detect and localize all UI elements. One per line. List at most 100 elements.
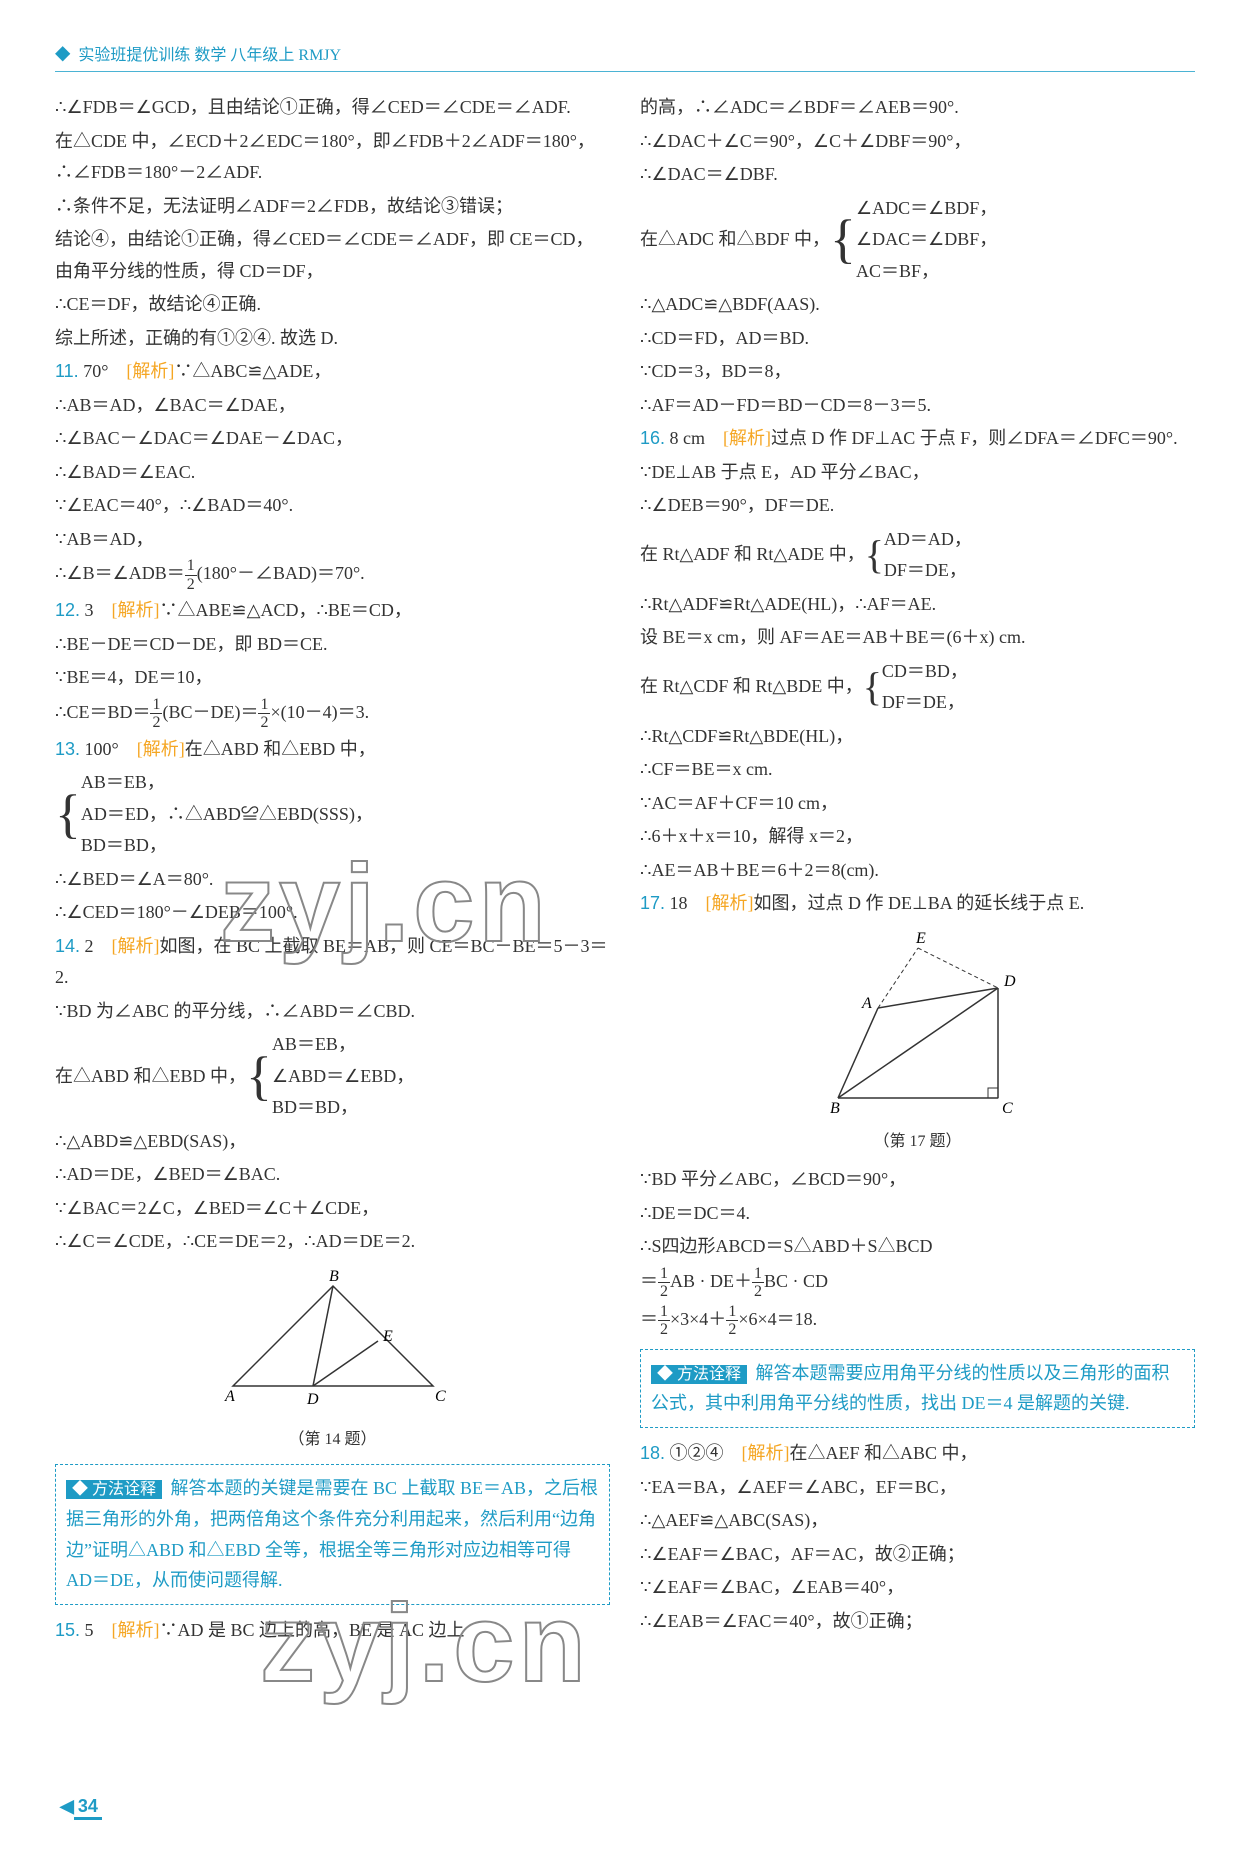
svg-text:B: B [329, 1268, 339, 1285]
book-icon: ◆ [55, 40, 70, 65]
question-number: 16. [640, 428, 665, 448]
text-line: ∴∠EAF＝∠BAC，AF＝AC，故②正确； [640, 1539, 1195, 1571]
brace-block: {AB＝EB，AD＝ED，∴△ABD≌△EBD(SSS)，BD＝BD， [55, 767, 610, 862]
question-number: 11. [55, 361, 79, 381]
method-label: ◆ 方法诠释 [651, 1365, 747, 1384]
text-line: ∵AB＝AD， [55, 524, 610, 556]
brace-block: 在△ADC 和△BDF 中，{∠ADC＝∠BDF，∠DAC＝∠DBF，AC＝BF… [640, 193, 1195, 288]
method-label: ◆ 方法诠释 [66, 1480, 162, 1499]
text-line: ∴CF＝BE＝x cm. [640, 754, 1195, 786]
text-line: ∴CE＝DF，故结论④正确. [55, 289, 610, 321]
figure-17: B C D A E （第 17 题） [640, 928, 1195, 1157]
brace-block: 在 Rt△CDF 和 Rt△BDE 中，{CD＝BD，DF＝DE， [640, 656, 1195, 719]
text-line: ∴△AEF≌△ABC(SAS)， [640, 1505, 1195, 1537]
svg-text:D: D [306, 1391, 319, 1408]
text-line: 的高，∴∠ADC＝∠BDF＝∠AEB＝90°. [640, 92, 1195, 124]
text-line: ∴Rt△ADF≌Rt△ADE(HL)，∴AF＝AE. [640, 589, 1195, 621]
text-line: ∴BE－DE＝CD－DE，即 BD＝CE. [55, 629, 610, 661]
question-line: 17. 18 [解析]如图，过点 D 作 DE⊥BA 的延长线于点 E. [640, 888, 1195, 920]
text-line: ∴△ABD≌△EBD(SAS)， [55, 1126, 610, 1158]
text-line: ∴△ADC≌△BDF(AAS). [640, 289, 1195, 321]
question-number: 12. [55, 600, 80, 620]
text-line: ∵CD＝3，BD＝8， [640, 356, 1195, 388]
text-line: ∵∠BAC＝2∠C，∠BED＝∠C＋∠CDE， [55, 1193, 610, 1225]
svg-text:C: C [435, 1388, 446, 1405]
question-line: 16. 8 cm [解析]过点 D 作 DF⊥AC 于点 F，则∠DFA＝∠DF… [640, 423, 1195, 455]
text-line: ∴CD＝FD，AD＝BD. [640, 323, 1195, 355]
text-line: ∵∠EAC＝40°，∴∠BAD＝40°. [55, 490, 610, 522]
text-line: ∴AB＝AD，∠BAC＝∠DAE， [55, 390, 610, 422]
jiexi-label: [解析] [137, 739, 185, 759]
question-line: 12. 3 [解析]∵△ABE≌△ACD，∴BE＝CD， [55, 595, 610, 627]
question-number: 14. [55, 936, 80, 956]
text-line: ∵DE⊥AB 于点 E，AD 平分∠BAC， [640, 457, 1195, 489]
page-number-arrow: ◀ [60, 1796, 74, 1816]
text-line: ∴∠DEB＝90°，DF＝DE. [640, 490, 1195, 522]
question-line: 11. 70° [解析]∵△ABC≌△ADE， [55, 356, 610, 388]
text-line: ∴Rt△CDF≌Rt△BDE(HL)， [640, 721, 1195, 753]
page-header: ◆ 实验班提优训练 数学 八年级上 RMJY [55, 40, 1195, 72]
text-line: ∵∠EAF＝∠BAC，∠EAB＝40°， [640, 1572, 1195, 1604]
figure-14-caption: （第 14 题） [55, 1426, 610, 1454]
text-line: ∴∠BED＝∠A＝80°. [55, 864, 610, 896]
text-line: ∴∠C＝∠CDE，∴CE＝DE＝2，∴AD＝DE＝2. [55, 1226, 610, 1258]
question-line: 14. 2 [解析]如图，在 BC 上截取 BE＝AB，则 CE＝BC－BE＝5… [55, 931, 610, 994]
svg-text:D: D [1003, 973, 1016, 990]
text-line: ＝12×3×4＋12×6×4＝18. [640, 1303, 1195, 1339]
text-line: ∴∠EAB＝∠FAC＝40°，故①正确； [640, 1606, 1195, 1638]
text-line: ∴AD＝DE，∠BED＝∠BAC. [55, 1159, 610, 1191]
figure-14-svg: A B C D E [203, 1266, 463, 1416]
text-line: ∴∠FDB＝∠GCD，且由结论①正确，得∠CED＝∠CDE＝∠ADF. [55, 92, 610, 124]
jiexi-label: [解析] [112, 936, 160, 956]
text-line: ∵AC＝AF＋CF＝10 cm， [640, 788, 1195, 820]
brace-block: 在 Rt△ADF 和 Rt△ADE 中，{AD＝AD，DF＝DE， [640, 524, 1195, 587]
figure-17-caption: （第 17 题） [640, 1128, 1195, 1156]
text-line: ＝12AB · DE＋12BC · CD [640, 1265, 1195, 1301]
content-columns: ∴∠FDB＝∠GCD，且由结论①正确，得∠CED＝∠CDE＝∠ADF.在△CDE… [55, 92, 1195, 1648]
text-line: ∴S四边形ABCD＝S△ABD＋S△BCD [640, 1231, 1195, 1263]
brace-block: 在△ABD 和△EBD 中，{AB＝EB，∠ABD＝∠EBD，BD＝BD， [55, 1029, 610, 1124]
text-line: ∵BD 平分∠ABC，∠BCD＝90°， [640, 1164, 1195, 1196]
right-column: 的高，∴∠ADC＝∠BDF＝∠AEB＝90°.∴∠DAC＋∠C＝90°，∠C＋∠… [640, 92, 1195, 1648]
jiexi-label: [解析] [112, 1620, 160, 1640]
text-line: ∴CE＝BD＝12(BC－DE)＝12×(10－4)＝3. [55, 696, 610, 732]
page-number: ◀34 [60, 1796, 102, 1820]
question-number: 17. [640, 893, 665, 913]
question-number: 18. [640, 1443, 665, 1463]
text-line: ∴∠BAC－∠DAC＝∠DAE－∠DAC， [55, 423, 610, 455]
jiexi-label: [解析] [742, 1443, 790, 1463]
figure-14: A B C D E （第 14 题） [55, 1266, 610, 1455]
text-line: ∴∠BAD＝∠EAC. [55, 457, 610, 489]
text-line: ∴条件不足，无法证明∠ADF＝2∠FDB，故结论③错误； [55, 191, 610, 223]
text-line: ∵BD 为∠ABC 的平分线，∴∠ABD＝∠CBD. [55, 996, 610, 1028]
text-line: 结论④，由结论①正确，得∠CED＝∠CDE＝∠ADF，即 CE＝CD，由角平分线… [55, 224, 610, 287]
svg-text:A: A [861, 995, 872, 1012]
question-line: 13. 100° [解析]在△ABD 和△EBD 中， [55, 734, 610, 766]
text-line: ∴∠DAC＋∠C＝90°，∠C＋∠DBF＝90°， [640, 126, 1195, 158]
text-line: ∵BE＝4，DE＝10， [55, 662, 610, 694]
jiexi-label: [解析] [126, 361, 174, 381]
svg-text:C: C [1002, 1100, 1013, 1117]
jiexi-label: [解析] [112, 600, 160, 620]
text-line: ∴∠CED＝180°－∠DEB＝100°. [55, 897, 610, 929]
jiexi-label: [解析] [723, 428, 771, 448]
question-line: 15. 5 [解析]∵AD 是 BC 边上的高，BE 是 AC 边上 [55, 1615, 610, 1647]
question-number: 15. [55, 1620, 80, 1640]
header-title: 实验班提优训练 数学 八年级上 RMJY [78, 41, 341, 65]
text-line: ∴AE＝AB＋BE＝6＋2＝8(cm). [640, 855, 1195, 887]
svg-text:B: B [830, 1100, 840, 1117]
method-box: ◆ 方法诠释 解答本题的关键是需要在 BC 上截取 BE＝AB，之后根据三角形的… [55, 1464, 610, 1604]
text-line: ∵EA＝BA，∠AEF＝∠ABC，EF＝BC， [640, 1472, 1195, 1504]
text-line: 设 BE＝x cm，则 AF＝AE＝AB＋BE＝(6＋x) cm. [640, 622, 1195, 654]
text-line: 综上所述，正确的有①②④. 故选 D. [55, 323, 610, 355]
text-line: ∴DE＝DC＝4. [640, 1198, 1195, 1230]
figure-17-svg: B C D A E [788, 928, 1048, 1118]
svg-text:E: E [915, 930, 926, 947]
question-number: 13. [55, 739, 80, 759]
text-line: ∴∠B＝∠ADB＝12(180°－∠BAD)＝70°. [55, 557, 610, 593]
svg-text:E: E [382, 1328, 393, 1345]
svg-text:A: A [224, 1388, 235, 1405]
text-line: ∴AF＝AD－FD＝BD－CD＝8－3＝5. [640, 390, 1195, 422]
left-column: ∴∠FDB＝∠GCD，且由结论①正确，得∠CED＝∠CDE＝∠ADF.在△CDE… [55, 92, 610, 1648]
text-line: ∴∠DAC＝∠DBF. [640, 159, 1195, 191]
